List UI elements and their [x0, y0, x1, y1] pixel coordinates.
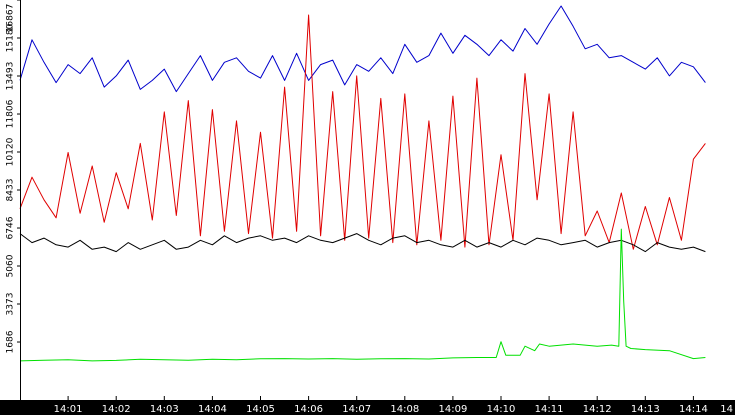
x-tick-label: 14:12: [583, 404, 612, 415]
y-tick-label: 3373: [6, 293, 16, 316]
x-tick-label: 14:10: [487, 404, 516, 415]
y-tick-label: 16867: [6, 4, 16, 33]
y-tick-label: 13493: [6, 62, 16, 91]
y-tick-label: 10120: [6, 137, 16, 166]
x-tick-label: 14:14: [679, 404, 708, 415]
y-tick-label: 6746: [6, 216, 16, 239]
x-tick-label: 14:07: [342, 404, 371, 415]
series-line-3: [19, 233, 706, 253]
x-tick-label: 14:04: [198, 404, 227, 415]
x-tick-label: 14:06: [294, 404, 323, 415]
x-tick-label: 14:03: [150, 404, 179, 415]
y-tick-label: 1686: [6, 330, 16, 353]
series-line-1: [19, 5, 706, 93]
x-tick-label: 14:08: [390, 404, 419, 415]
x-tick-label: 14:09: [438, 404, 467, 415]
series-layer: [19, 5, 706, 362]
x-tick-label: 14:11: [535, 404, 564, 415]
y-tick-label: 5060: [6, 254, 16, 277]
x-tick-label: 14:05: [246, 404, 275, 415]
series-line-2: [19, 14, 706, 250]
y-tick-label: 15180: [6, 23, 16, 52]
y-axis-ticks: 1686 3373 5060 6746 8433 10120 11806 13493 15180…: [6, 0, 21, 353]
x-axis-band: [0, 400, 735, 415]
x-tick-label: 14:01: [54, 404, 83, 415]
series-line-4: [19, 228, 706, 362]
x-axis-ticks: 14:01 14:02 14:03 14:04 14:05 14:06 14:07 14:08…: [54, 396, 733, 415]
x-tick-label: 14: [720, 404, 733, 415]
y-tick-label: 11806: [6, 99, 16, 128]
x-tick-label: 14:13: [631, 404, 660, 415]
x-tick-label: 14:02: [102, 404, 131, 415]
y-tick-label: 8433: [6, 179, 16, 202]
